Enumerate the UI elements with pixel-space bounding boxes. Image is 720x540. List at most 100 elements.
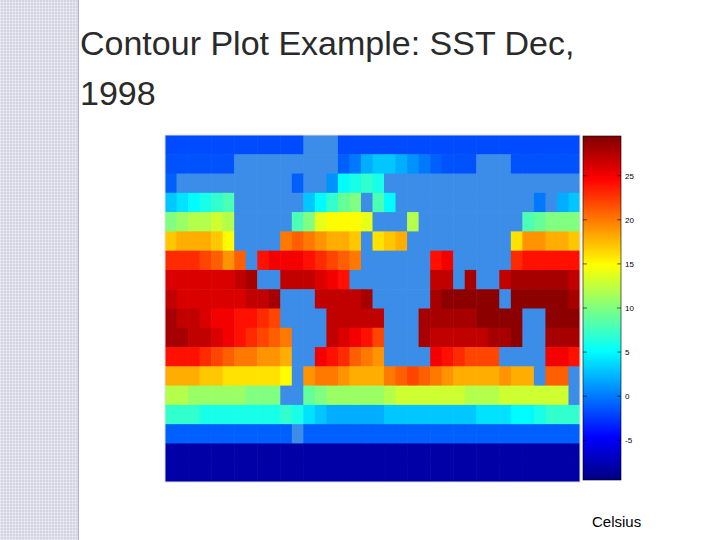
cell xyxy=(488,463,500,482)
cell xyxy=(522,405,534,425)
land-cell xyxy=(442,212,454,232)
land-cell xyxy=(303,174,315,194)
cell xyxy=(568,405,580,425)
colorbar-tick xyxy=(617,308,621,309)
land-cell xyxy=(292,154,304,174)
cell xyxy=(361,289,373,309)
cell xyxy=(557,405,569,425)
cell xyxy=(465,386,477,406)
cell xyxy=(200,289,212,309)
land-cell xyxy=(430,231,442,251)
cell xyxy=(315,270,327,290)
land-cell xyxy=(234,154,246,174)
cell xyxy=(396,386,408,406)
land-cell xyxy=(292,193,304,213)
land-cell xyxy=(303,289,315,309)
cell xyxy=(223,270,235,290)
cell xyxy=(326,463,338,482)
cell xyxy=(234,309,246,329)
land-cell xyxy=(303,135,315,155)
cell xyxy=(557,231,569,251)
cell xyxy=(511,424,523,444)
land-cell xyxy=(407,193,419,213)
cell xyxy=(188,251,200,271)
cell xyxy=(419,328,431,348)
cell xyxy=(211,251,223,271)
land-cell xyxy=(384,270,396,290)
colorbar-tick-label: 5 xyxy=(625,348,630,357)
cell xyxy=(315,386,327,406)
cell xyxy=(269,251,281,271)
land-cell xyxy=(534,328,546,348)
cell xyxy=(177,366,189,386)
cell xyxy=(499,270,511,290)
cell xyxy=(188,443,200,463)
cell xyxy=(338,347,350,367)
land-cell xyxy=(396,270,408,290)
land-cell xyxy=(303,328,315,348)
land-cell xyxy=(407,347,419,367)
cell xyxy=(315,193,327,213)
cell xyxy=(269,405,281,425)
cell xyxy=(315,347,327,367)
cell xyxy=(453,328,465,348)
land-cell xyxy=(373,251,385,271)
cell xyxy=(269,289,281,309)
land-cell xyxy=(396,251,408,271)
land-cell xyxy=(453,212,465,232)
land-cell xyxy=(384,174,396,194)
cell xyxy=(534,443,546,463)
cell xyxy=(338,424,350,444)
cell xyxy=(223,212,235,232)
land-cell xyxy=(476,270,488,290)
cell xyxy=(511,154,523,174)
land-cell xyxy=(257,270,269,290)
land-cell xyxy=(373,270,385,290)
land-cell xyxy=(269,212,281,232)
cell xyxy=(257,309,269,329)
cell xyxy=(315,463,327,482)
cell xyxy=(511,443,523,463)
cell xyxy=(338,270,350,290)
cell xyxy=(442,251,454,271)
cell xyxy=(223,289,235,309)
cell xyxy=(326,289,338,309)
cell xyxy=(246,424,258,444)
cell xyxy=(430,154,442,174)
cell xyxy=(545,463,557,482)
cell xyxy=(200,135,212,155)
cell xyxy=(557,270,569,290)
cell xyxy=(511,231,523,251)
cell xyxy=(257,135,269,155)
cell xyxy=(499,309,511,329)
land-cell xyxy=(269,231,281,251)
cell xyxy=(488,443,500,463)
land-cell xyxy=(476,154,488,174)
cell xyxy=(315,424,327,444)
cell xyxy=(177,443,189,463)
land-cell xyxy=(407,328,419,348)
cell xyxy=(373,193,385,213)
cell xyxy=(407,405,419,425)
cell xyxy=(246,135,258,155)
land-cell xyxy=(257,212,269,232)
title: Contour Plot Example: SST Dec, 1998 xyxy=(80,18,640,118)
land-cell xyxy=(499,154,511,174)
cell xyxy=(177,405,189,425)
land-cell xyxy=(361,251,373,271)
land-cell xyxy=(361,231,373,251)
cell xyxy=(303,386,315,406)
cell xyxy=(361,309,373,329)
cell xyxy=(361,405,373,425)
cell xyxy=(326,424,338,444)
cell xyxy=(384,231,396,251)
land-cell xyxy=(545,193,557,213)
colorbar-tick xyxy=(583,175,587,176)
cell xyxy=(349,193,361,213)
cell xyxy=(557,135,569,155)
cell xyxy=(522,463,534,482)
cell xyxy=(165,386,177,406)
cell xyxy=(407,386,419,406)
cell xyxy=(326,366,338,386)
cell xyxy=(373,463,385,482)
